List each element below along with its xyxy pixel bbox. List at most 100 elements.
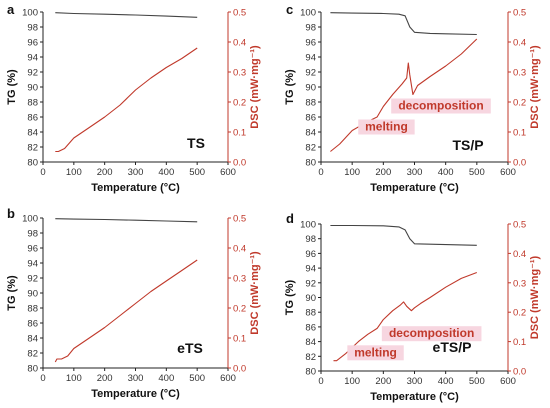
x-tick-label: 200: [375, 167, 391, 178]
x-tick-label: 600: [220, 167, 236, 178]
panel-letter: d: [286, 211, 294, 226]
y2-tick-label: 0.0: [513, 158, 526, 169]
y-tick-label: 84: [305, 128, 316, 139]
y2-tick-label: 0.3: [513, 68, 526, 79]
y-tick-label: 80: [305, 158, 316, 169]
y-tick-label: 88: [305, 308, 316, 319]
y2-tick-label: 0.4: [233, 38, 246, 49]
y2-tick-label: 0.3: [233, 274, 246, 285]
x-tick-label: 400: [158, 373, 174, 384]
y2-tick-label: 0.2: [233, 304, 246, 315]
y-tick-label: 90: [27, 289, 38, 300]
panel-letter: c: [286, 2, 293, 17]
y-axis-title: TG (%): [6, 69, 18, 105]
y2-tick-label: 0.0: [233, 158, 246, 169]
y-tick-label: 80: [27, 158, 38, 169]
panel-d: 0 100 200 300 400 500 600 80 82 84 86 88 90 92 94 96 98 1…: [284, 211, 541, 403]
y-tick-label: 96: [305, 38, 316, 49]
annotation-melting: melting: [354, 345, 397, 359]
x-tick-label: 100: [344, 167, 360, 178]
y2-axis-title: DSC (mW·mg⁻¹): [249, 251, 261, 335]
y-tick-label: 80: [305, 367, 316, 378]
annotation-decomposition: decomposition: [398, 99, 483, 113]
y-tick-label: 94: [27, 259, 38, 270]
y-tick-label: 96: [305, 249, 316, 260]
y2-tick-label: 0.4: [513, 38, 526, 49]
y-tick-label: 86: [305, 322, 316, 333]
y-tick-label: 82: [27, 143, 38, 154]
y-tick-label: 94: [305, 264, 316, 275]
sample-label: eTS: [177, 340, 203, 356]
panel-b: 0 100 200 300 400 500 600 80 82 84 86 88 90 92 94 96 98 1…: [6, 206, 261, 400]
x-tick-label: 300: [128, 167, 144, 178]
y2-tick-label: 0.2: [233, 98, 246, 109]
y2-tick-label: 0.4: [513, 249, 526, 260]
y-tick-label: 86: [27, 113, 38, 124]
y-tick-label: 100: [300, 220, 316, 231]
x-tick-label: 600: [220, 373, 236, 384]
annotation-decomposition: decomposition: [389, 326, 474, 340]
y2-axis-title: DSC (mW·mg⁻¹): [529, 255, 541, 339]
y-tick-label: 88: [305, 98, 316, 109]
x-axis-title: Temperature (°C): [370, 182, 459, 194]
y-tick-label: 100: [300, 8, 316, 19]
x-tick-label: 200: [97, 167, 113, 178]
x-tick-label: 100: [66, 373, 82, 384]
y-tick-label: 98: [27, 229, 38, 240]
annotation-background: [347, 345, 404, 361]
y-tick-label: 98: [305, 234, 316, 245]
y2-tick-label: 0.5: [233, 8, 246, 19]
x-tick-label: 0: [40, 373, 45, 384]
y-tick-label: 88: [27, 304, 38, 315]
y2-tick-label: 0.0: [233, 364, 246, 375]
y2-tick-label: 0.1: [233, 128, 246, 139]
y-tick-label: 90: [305, 83, 316, 94]
y-tick-label: 90: [305, 293, 316, 304]
sample-label: eTS/P: [433, 339, 472, 355]
x-tick-label: 600: [500, 376, 516, 387]
y-tick-label: 82: [305, 143, 316, 154]
y2-tick-label: 0.4: [233, 244, 246, 255]
y2-tick-label: 0.2: [513, 308, 526, 319]
y2-axis-title: DSC (mW·mg⁻¹): [529, 45, 541, 129]
panel-a: 0 100 200 300 400 500 600 80 82 84 86 88 90 92 94 96 98 1…: [6, 2, 261, 194]
dsc-curve: [55, 47, 198, 153]
y2-tick-label: 0.1: [513, 337, 526, 348]
x-tick-label: 400: [438, 167, 454, 178]
y-tick-label: 92: [27, 274, 38, 285]
x-tick-label: 0: [318, 167, 323, 178]
y-tick-label: 86: [305, 113, 316, 124]
y-tick-label: 94: [27, 53, 38, 64]
x-tick-label: 300: [407, 376, 423, 387]
x-tick-label: 500: [189, 373, 205, 384]
y2-tick-label: 0.1: [233, 334, 246, 345]
x-tick-label: 400: [438, 376, 454, 387]
y2-tick-label: 0.5: [513, 8, 526, 19]
y-tick-label: 96: [27, 38, 38, 49]
y2-tick-label: 0.5: [513, 220, 526, 231]
y-tick-label: 92: [305, 278, 316, 289]
y-tick-label: 84: [305, 337, 316, 348]
panel-letter: b: [7, 206, 15, 221]
x-tick-label: 0: [318, 376, 323, 387]
sample-label: TS/P: [452, 137, 483, 153]
tg-curve: [55, 12, 198, 18]
x-tick-label: 100: [66, 167, 82, 178]
sample-label: TS: [187, 135, 205, 151]
y-tick-label: 82: [305, 352, 316, 363]
y-tick-label: 80: [27, 364, 38, 375]
y-axis-title: TG (%): [6, 275, 18, 311]
y-tick-label: 92: [27, 68, 38, 79]
y-tick-label: 84: [27, 334, 38, 345]
y-tick-label: 92: [305, 68, 316, 79]
y2-tick-label: 0.1: [513, 128, 526, 139]
x-axis-title: Temperature (°C): [91, 388, 180, 400]
y-axis-title: TG (%): [284, 279, 296, 315]
annotation-melting: melting: [365, 120, 408, 134]
dsc-curve: [333, 271, 477, 362]
tg-curve: [55, 218, 198, 223]
y-tick-label: 98: [27, 23, 38, 34]
y-axis-title: TG (%): [284, 69, 296, 105]
y2-tick-label: 0.2: [513, 98, 526, 109]
